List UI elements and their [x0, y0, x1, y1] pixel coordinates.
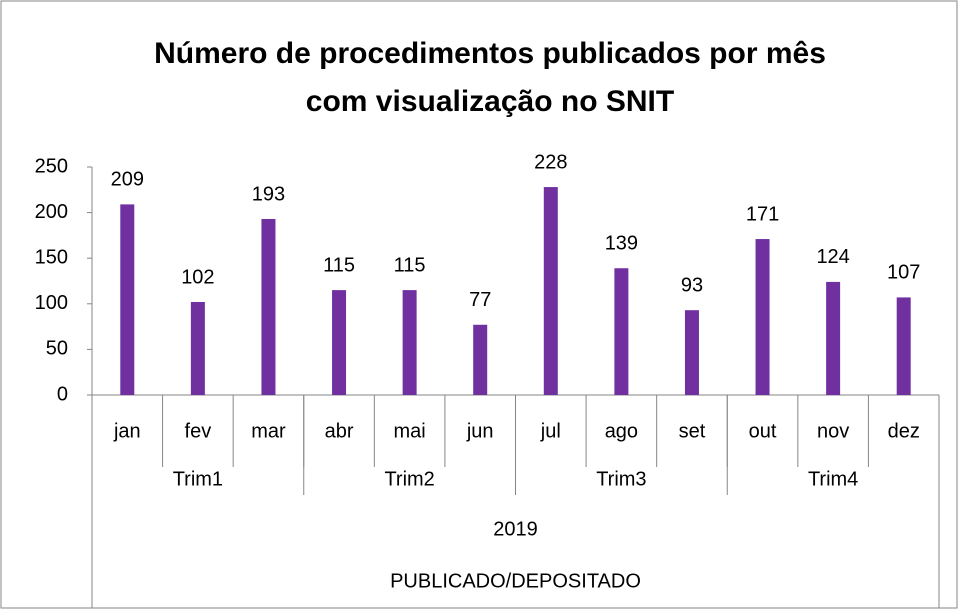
bar	[120, 204, 135, 395]
chart-title: Número de procedimentos publicados por m…	[154, 37, 826, 70]
bar	[261, 218, 276, 395]
data-label: 171	[746, 203, 779, 225]
quarter-label: Trim2	[384, 468, 434, 490]
data-label: 77	[469, 289, 491, 311]
bar	[402, 290, 417, 395]
x-tick-label: nov	[817, 420, 849, 442]
data-label: 228	[534, 151, 567, 173]
quarter-label: Trim3	[596, 468, 646, 490]
bar	[332, 290, 347, 395]
data-label: 139	[605, 233, 638, 255]
bar	[755, 239, 770, 395]
quarter-label: Trim4	[808, 468, 858, 490]
x-tick-label: abr	[325, 420, 354, 442]
bar	[543, 187, 558, 395]
y-tick-label: 0	[57, 383, 68, 405]
data-label: 124	[816, 246, 849, 268]
x-tick-label: jul	[540, 420, 561, 442]
bar	[896, 297, 911, 395]
x-tick-label: fev	[185, 420, 212, 442]
x-tick-label: ago	[605, 420, 638, 442]
axis-group-label: PUBLICADO/DEPOSITADO	[390, 570, 641, 592]
data-label: 93	[681, 274, 703, 296]
y-tick-label: 50	[46, 338, 68, 360]
quarter-label: Trim1	[173, 468, 223, 490]
data-label: 193	[252, 183, 285, 205]
x-tick-label: jan	[113, 420, 141, 442]
x-tick-label: set	[679, 420, 706, 442]
x-tick-label: out	[749, 420, 777, 442]
y-tick-label: 150	[35, 246, 68, 268]
x-tick-label: jun	[466, 420, 494, 442]
bar	[190, 301, 205, 395]
data-label: 115	[323, 254, 355, 276]
bar	[614, 268, 629, 395]
x-tick-label: mar	[251, 420, 286, 442]
chart-title: com visualização no SNIT	[306, 85, 674, 118]
data-label: 115	[394, 254, 426, 276]
y-tick-label: 250	[35, 155, 68, 177]
y-tick-label: 100	[35, 292, 68, 314]
data-label: 102	[181, 266, 214, 288]
bar	[826, 281, 841, 395]
bar	[684, 310, 699, 395]
data-label: 209	[111, 169, 144, 191]
x-tick-label: dez	[888, 420, 920, 442]
y-tick-label: 200	[35, 201, 68, 223]
year-label: 2019	[493, 518, 538, 540]
bar	[473, 324, 488, 395]
data-label: 107	[887, 262, 920, 284]
x-tick-label: mai	[394, 420, 426, 442]
